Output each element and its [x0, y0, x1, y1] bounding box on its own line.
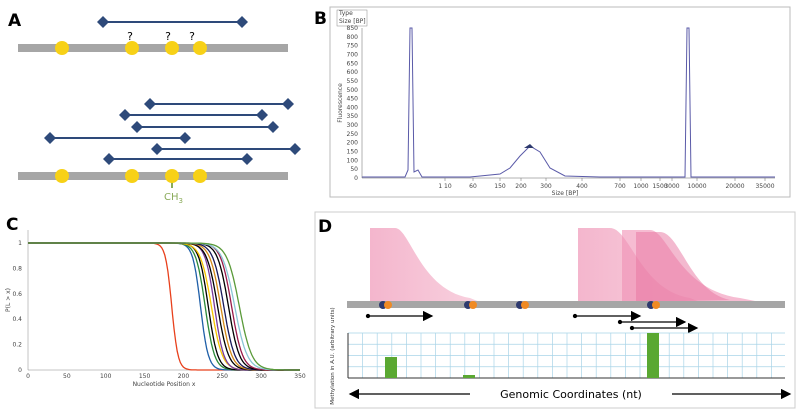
y-tick-label: 300: [347, 122, 359, 129]
curve: [28, 242, 300, 371]
y-tick-label: 0.8: [12, 265, 22, 272]
curve: [28, 242, 300, 371]
y-tick-label: 600: [347, 69, 359, 76]
curve: [28, 242, 300, 371]
curve: [28, 242, 300, 371]
x-tick-label: 300: [255, 373, 267, 380]
x-tick-label: 150: [494, 183, 506, 190]
x-tick-label: 1500: [652, 183, 667, 190]
y-tick-label: 100: [347, 157, 359, 164]
curve: [28, 242, 300, 371]
y-label: P(L > x): [5, 288, 12, 312]
peak: [370, 228, 480, 302]
x-tick-label: 3000: [664, 183, 679, 190]
y-tick-label: 200: [347, 140, 359, 147]
x-tick-label: 150: [139, 373, 151, 380]
x-tick-label: 0: [26, 373, 30, 380]
y-tick-label: 500: [347, 87, 359, 94]
curves: [28, 242, 300, 371]
y-tick-label: 450: [347, 96, 359, 103]
panel-label: D: [318, 217, 332, 237]
x-tick-label: 10000: [687, 183, 706, 190]
dna: [18, 172, 288, 180]
methylation-bars: [385, 333, 659, 378]
y-tick-label: 0.6: [12, 291, 22, 298]
dna: [18, 44, 288, 52]
y-tick-label: 0.4: [12, 316, 22, 323]
x-tick-label: 700: [614, 183, 626, 190]
panel-label: B: [314, 9, 327, 29]
y-tick-label: 150: [347, 149, 359, 156]
y-tick-label: 850: [347, 25, 359, 32]
x-tick-label: 1 10: [438, 183, 452, 190]
y-tick-label: 1: [18, 240, 22, 247]
curve: [28, 242, 300, 371]
curve: [28, 242, 300, 371]
panel-d: D Methylation in A.U. (arbitrary units) …: [314, 211, 796, 409]
y-tick-label: 350: [347, 113, 359, 120]
panel-a: A ? ? ? CH3: [8, 11, 301, 205]
dna: [347, 301, 785, 308]
y-tick-label: 550: [347, 78, 359, 85]
question: ?: [165, 30, 171, 43]
grid: [347, 332, 785, 379]
x-tick-label: 20000: [725, 183, 744, 190]
x-tick-label: 350: [294, 373, 306, 380]
x-tick-label: 250: [217, 373, 229, 380]
panel-label: A: [8, 11, 22, 31]
legend-text: Type: [338, 10, 353, 17]
trace: [362, 27, 775, 178]
x-tick-label: 400: [576, 183, 588, 190]
y-label: Methylation in A.U. (arbitrary units): [330, 307, 336, 404]
y-tick-label: 750: [347, 43, 359, 50]
curve: [28, 242, 300, 371]
panel-b: B Type Size [BP] Fluorescence Size [BP] …: [314, 6, 791, 198]
x-tick-label: 60: [469, 183, 477, 190]
reads: [44, 98, 301, 165]
question: ?: [189, 30, 195, 43]
curve: [28, 242, 300, 371]
y-tick-label: 0.2: [12, 342, 22, 349]
x-label: Size [BP]: [552, 190, 579, 197]
sites: [379, 301, 660, 309]
frame: [329, 6, 791, 198]
y-tick-label: 0: [18, 367, 22, 374]
y-label: Fluorescence: [337, 83, 344, 123]
x-label: Nucleotide Position x: [133, 381, 196, 388]
y-tick-label: 400: [347, 104, 359, 111]
curve: [28, 242, 300, 371]
x-label: Genomic Coordinates (nt): [500, 388, 642, 401]
x-tick-label: 200: [515, 183, 527, 190]
marker: [524, 144, 534, 148]
sites: [55, 169, 207, 183]
y-tick-label: 800: [347, 34, 359, 41]
frame: [314, 211, 796, 409]
y-tick-label: 50: [350, 166, 358, 173]
y-tick-label: 250: [347, 131, 359, 138]
curve: [28, 242, 300, 371]
x-tick-label: 100: [100, 373, 112, 380]
curve: [28, 242, 300, 371]
methyl-label: CH3: [164, 192, 183, 205]
sites: [55, 41, 207, 55]
reads: [365, 310, 699, 334]
x-tick-label: 300: [540, 183, 552, 190]
curve: [28, 242, 300, 371]
x-tick-label: 200: [178, 373, 190, 380]
y-tick-label: 0: [354, 175, 358, 182]
panel-c: C P(L > x) Nucleotide Position x 0 0.2 0.4…: [5, 215, 306, 388]
question: ?: [127, 30, 133, 43]
legend-text: Size [BP]: [339, 18, 366, 25]
x-tick-label: 50: [63, 373, 71, 380]
peak: [636, 232, 730, 302]
panel-label: C: [6, 215, 18, 235]
x-tick-label: 35000: [755, 183, 774, 190]
legend: [336, 9, 368, 27]
y-tick-label: 650: [347, 60, 359, 67]
x-tick-label: 1000: [633, 183, 648, 190]
y-tick-label: 700: [347, 51, 359, 58]
